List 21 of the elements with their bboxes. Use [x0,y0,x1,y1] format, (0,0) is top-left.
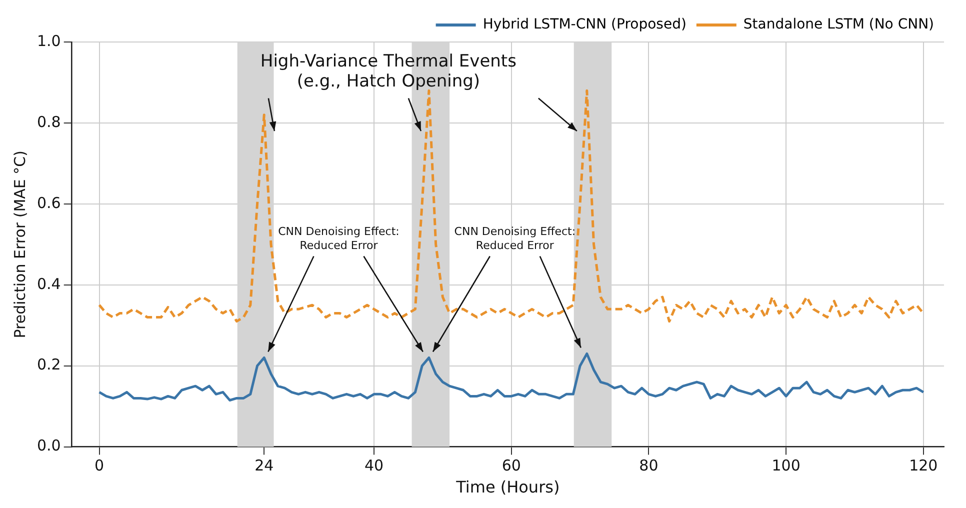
y-tick-label: 0.2 [36,356,61,374]
y-tick-label: 0.4 [36,274,61,293]
x-tick-label: 100 [772,456,800,475]
x-axis-title: Time (Hours) [455,478,560,497]
y-tick-label: 0.8 [36,112,61,131]
line-series [98,89,925,323]
annotation: CNN Denoising Effect: Reduced Error [454,225,576,252]
legend-label: Hybrid LSTM-CNN (Proposed) [482,16,686,33]
y-tick-label: 0.0 [36,436,61,455]
annotation: High-Variance Thermal Events (e.g., Hatch Opening) [260,52,517,92]
x-tick-label: 0 [94,456,104,475]
x-tick-label: 80 [639,456,658,475]
x-tick-label: 40 [364,456,384,475]
y-axis-title: Prediction Error (MAE °C) [10,150,29,338]
y-tick-label: 0.6 [36,194,61,212]
legend-label: Standalone LSTM (No CNN) [743,16,934,33]
x-tick-label: 60 [502,456,521,475]
y-tick-label: 1.0 [36,32,61,50]
x-tick-label: 120 [909,456,938,475]
x-tick-label: 24 [254,456,274,475]
annotation: CNN Denoising Effect: Reduced Error [278,225,400,252]
